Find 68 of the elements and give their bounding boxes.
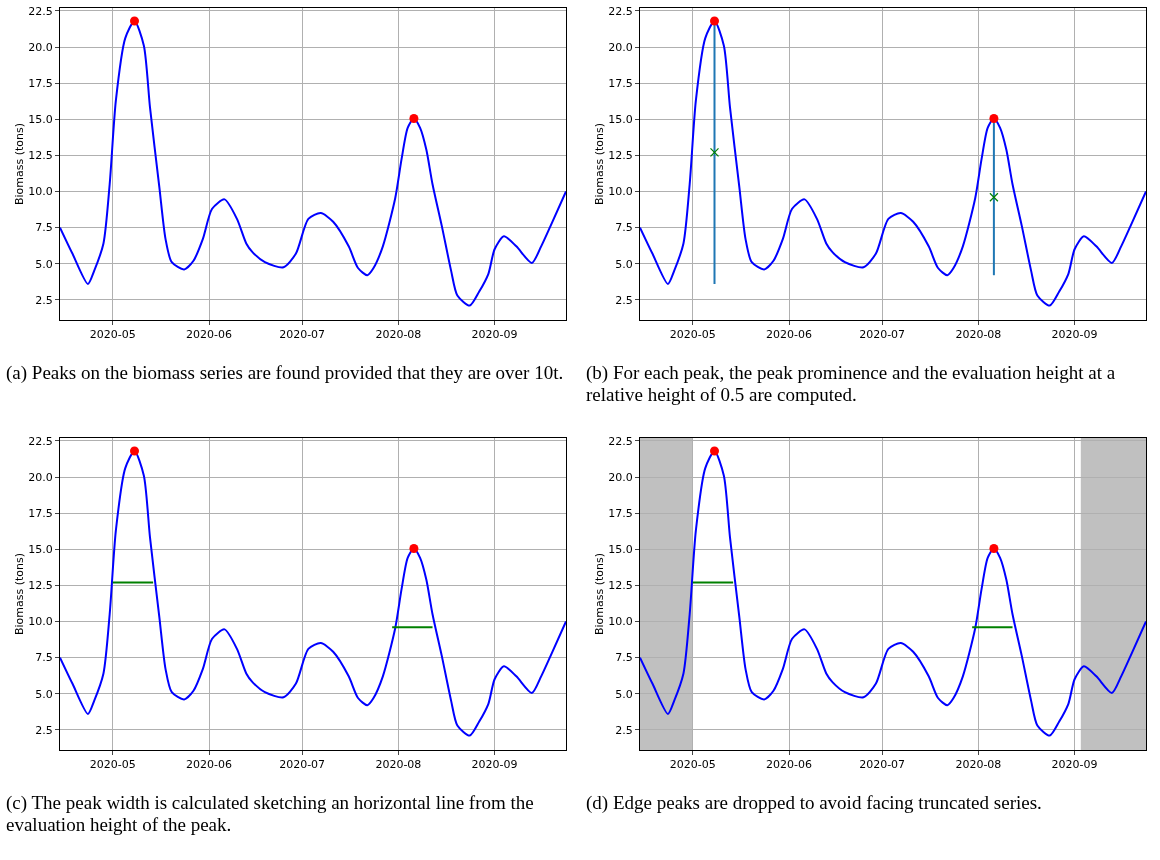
y-tick-label: 17.5 [28,506,53,520]
x-tick-label: 2020-07 [859,758,906,772]
x-tick-label: 2020-09 [471,758,518,772]
y-tick-label: 20.0 [608,40,633,54]
y-tick-label: 5.0 [35,687,53,701]
y-axis-title: Biomass (tons) [13,552,27,636]
y-axis-title: Biomass (tons) [13,122,27,206]
y-tick-label: 15.0 [608,113,633,127]
text: (c) The peak width is calculated sketching an horizontal line from the evaluation height of the peak. [6,792,535,836]
y-tick-label: 22.5 [28,4,53,18]
text: (d) Edge peaks are dropped to avoid facing truncated series. [586,792,1043,814]
x-tick-label: 2020-06 [766,328,812,342]
y-tick-label: 10.0 [608,615,633,629]
y-tick-label: 17.5 [28,76,53,90]
y-tick-label: 15.0 [28,113,53,127]
y-tick-label: 17.5 [608,76,633,90]
x-tick-label: 2020-08 [375,758,422,772]
point [709,147,720,158]
y-tick-label: 22.5 [608,434,633,448]
x-tick-label: 2020-08 [955,758,1002,772]
y-tick-label: 17.5 [608,506,633,520]
x-tick-label: 2020-08 [375,328,422,342]
text: (b) For each peak, the peak prominence and the evaluation height at a relative height of 0.5 are computed. [586,362,1117,406]
x-tick-label: 2020-07 [279,328,326,342]
y-tick-label: 2.5 [615,293,633,307]
y-tick-label: 22.5 [28,434,53,448]
point [989,114,999,123]
y-tick-label: 7.5 [615,651,633,665]
y-tick-label: 22.5 [608,4,633,18]
x-tick-label: 2020-09 [471,328,518,342]
y-tick-label: 2.5 [35,723,53,737]
x-tick-label: 2020-06 [186,758,232,772]
y-axis-title: Biomass (tons) [593,122,607,206]
point [989,192,999,202]
y-tick-label: 2.5 [35,293,53,307]
y-tick-label: 7.5 [615,221,633,235]
y-tick-label: 20.0 [608,470,633,484]
y-tick-label: 10.0 [28,615,53,629]
y-tick-label: 20.0 [28,40,53,54]
x-tick-label: 2020-05 [669,758,716,772]
y-tick-label: 10.0 [608,185,633,199]
y-tick-label: 7.5 [35,651,53,665]
y-tick-label: 10.0 [28,185,53,199]
y-tick-label: 12.5 [608,149,633,163]
y-tick-label: 15.0 [28,543,53,557]
x-tick-label: 2020-05 [89,758,136,772]
text: (a) Peaks on the biomass series are found provided that they are over 10t. [6,362,565,384]
x-tick-label: 2020-09 [1051,758,1098,772]
x-tick-label: 2020-09 [1051,328,1098,342]
y-tick-label: 5.0 [615,687,633,701]
x-tick-label: 2020-07 [859,328,906,342]
point [710,16,719,26]
y-tick-label: 2.5 [615,723,633,737]
y-tick-label: 12.5 [608,579,633,593]
y-axis-title: Biomass (tons) [593,552,607,636]
x-tick-label: 2020-06 [186,328,232,342]
x-tick-label: 2020-06 [766,758,812,772]
y-tick-label: 5.0 [615,257,633,271]
y-tick-label: 20.0 [28,470,53,484]
x-tick-label: 2020-05 [669,328,716,342]
y-tick-label: 12.5 [28,579,53,593]
x-tick-label: 2020-05 [89,328,136,342]
y-tick-label: 15.0 [608,543,633,557]
x-tick-label: 2020-07 [279,758,326,772]
y-tick-label: 12.5 [28,149,53,163]
y-tick-label: 7.5 [35,221,53,235]
x-tick-label: 2020-08 [955,328,1002,342]
y-tick-label: 5.0 [35,257,53,271]
